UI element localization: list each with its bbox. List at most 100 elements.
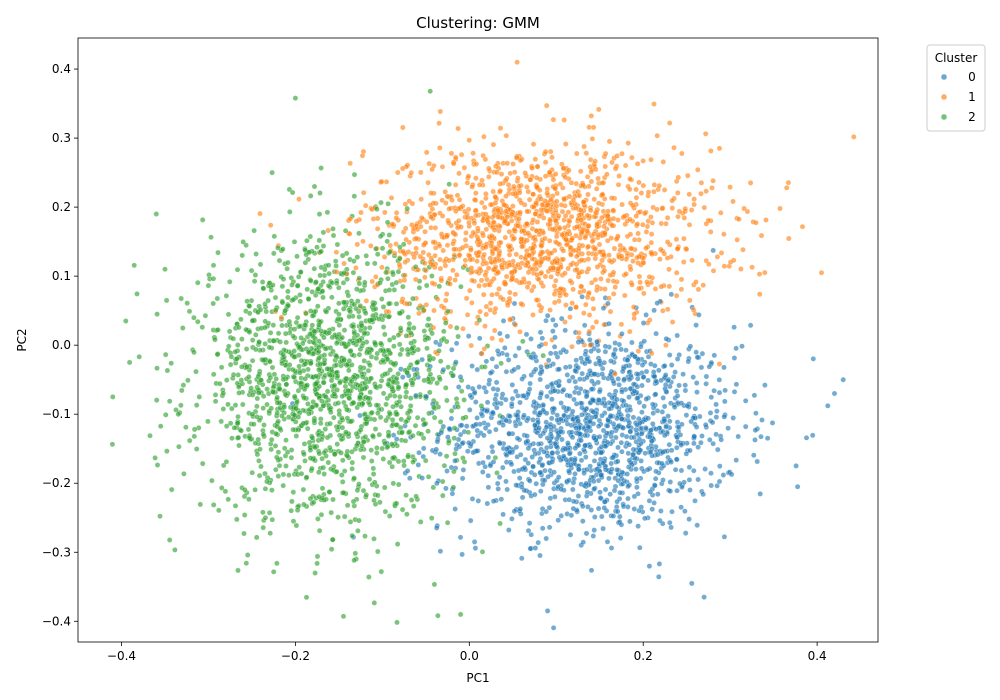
data-point-cluster-1 [673, 236, 680, 243]
y-tick-label: −0.4 [42, 614, 71, 628]
data-point-cluster-0 [731, 388, 738, 395]
data-point-cluster-1 [637, 279, 643, 286]
data-point-cluster-0 [721, 364, 727, 371]
data-point-cluster-1 [420, 249, 427, 256]
data-point-cluster-0 [591, 486, 597, 492]
data-point-cluster-0 [619, 469, 626, 476]
data-point-cluster-1 [605, 208, 611, 214]
data-point-cluster-0 [671, 404, 678, 410]
y-tick-label: 0.4 [52, 62, 71, 76]
data-point-cluster-0 [702, 421, 709, 428]
data-point-cluster-0 [615, 444, 621, 451]
data-point-cluster-1 [730, 257, 737, 264]
data-point-cluster-2 [318, 264, 325, 271]
data-point-cluster-2 [347, 308, 354, 315]
data-point-cluster-0 [707, 436, 713, 443]
data-point-cluster-1 [611, 245, 618, 252]
data-point-cluster-2 [326, 444, 333, 451]
data-point-cluster-2 [344, 415, 351, 422]
data-point-cluster-1 [394, 169, 401, 176]
data-point-cluster-2 [380, 324, 387, 330]
data-point-cluster-2 [388, 441, 395, 447]
data-point-cluster-0 [608, 545, 615, 551]
data-point-cluster-0 [480, 459, 486, 466]
data-point-cluster-2 [336, 311, 342, 318]
data-point-cluster-2 [386, 287, 393, 293]
data-point-cluster-0 [619, 330, 625, 337]
data-point-cluster-1 [464, 311, 471, 318]
data-point-cluster-2 [289, 282, 295, 288]
data-point-cluster-2 [197, 501, 204, 508]
data-point-cluster-2 [327, 409, 334, 416]
data-point-cluster-1 [643, 229, 650, 235]
data-point-cluster-1 [455, 217, 462, 224]
data-point-cluster-0 [691, 440, 697, 447]
data-point-cluster-1 [563, 292, 569, 298]
data-point-cluster-0 [614, 466, 620, 473]
data-point-cluster-0 [722, 387, 728, 394]
data-point-cluster-1 [516, 216, 522, 222]
x-tick-label: −0.2 [281, 649, 310, 663]
legend-label-0: 0 [968, 70, 976, 84]
data-point-cluster-1 [452, 181, 459, 188]
data-point-cluster-0 [682, 387, 689, 394]
data-point-cluster-1 [478, 350, 485, 357]
data-point-cluster-0 [556, 454, 563, 461]
data-point-cluster-2 [385, 313, 392, 320]
data-point-cluster-2 [403, 492, 409, 499]
data-point-cluster-2 [241, 530, 247, 537]
data-point-cluster-0 [677, 431, 684, 438]
data-point-cluster-0 [689, 580, 695, 587]
data-point-cluster-2 [395, 370, 401, 377]
data-point-cluster-1 [443, 291, 450, 297]
data-point-cluster-0 [469, 363, 475, 369]
data-point-cluster-2 [407, 395, 414, 401]
data-point-cluster-1 [505, 182, 512, 188]
data-point-cluster-2 [372, 340, 378, 347]
data-point-cluster-1 [532, 237, 539, 243]
data-point-cluster-2 [430, 484, 437, 491]
data-point-cluster-1 [763, 217, 769, 223]
data-point-cluster-1 [466, 287, 473, 294]
data-point-cluster-1 [568, 261, 574, 268]
data-point-cluster-2 [347, 519, 354, 525]
data-point-cluster-2 [394, 619, 400, 626]
data-point-cluster-1 [403, 236, 409, 243]
data-point-cluster-2 [176, 443, 182, 450]
data-point-cluster-1 [354, 241, 361, 248]
data-point-cluster-0 [624, 471, 631, 477]
data-point-cluster-2 [437, 358, 444, 365]
data-point-cluster-1 [634, 221, 641, 227]
data-point-cluster-0 [492, 396, 499, 403]
data-point-cluster-0 [703, 373, 710, 380]
data-point-cluster-1 [482, 211, 489, 217]
data-point-cluster-1 [534, 219, 541, 225]
data-point-cluster-1 [538, 259, 544, 266]
data-point-cluster-0 [573, 425, 580, 431]
data-point-cluster-1 [446, 257, 452, 264]
data-point-cluster-2 [249, 391, 256, 398]
data-point-cluster-1 [510, 203, 516, 209]
data-point-cluster-2 [307, 308, 314, 314]
data-point-cluster-0 [539, 525, 546, 532]
data-point-cluster-2 [405, 351, 411, 358]
data-point-cluster-1 [627, 186, 633, 193]
data-point-cluster-2 [316, 344, 322, 351]
data-point-cluster-0 [660, 395, 667, 401]
data-point-cluster-0 [584, 489, 591, 496]
data-point-cluster-2 [232, 349, 238, 355]
data-point-cluster-1 [430, 324, 437, 331]
data-point-cluster-0 [649, 401, 656, 408]
data-point-cluster-1 [783, 184, 790, 191]
data-point-cluster-2 [253, 251, 259, 257]
data-point-cluster-1 [542, 159, 549, 165]
data-point-cluster-2 [341, 340, 347, 347]
data-point-cluster-1 [651, 101, 657, 107]
data-point-cluster-1 [574, 150, 580, 157]
data-point-cluster-1 [515, 175, 521, 181]
data-point-cluster-2 [325, 262, 332, 269]
data-point-cluster-1 [640, 182, 647, 189]
data-point-cluster-2 [295, 273, 302, 280]
data-point-cluster-2 [335, 514, 341, 521]
data-point-cluster-0 [448, 346, 455, 353]
